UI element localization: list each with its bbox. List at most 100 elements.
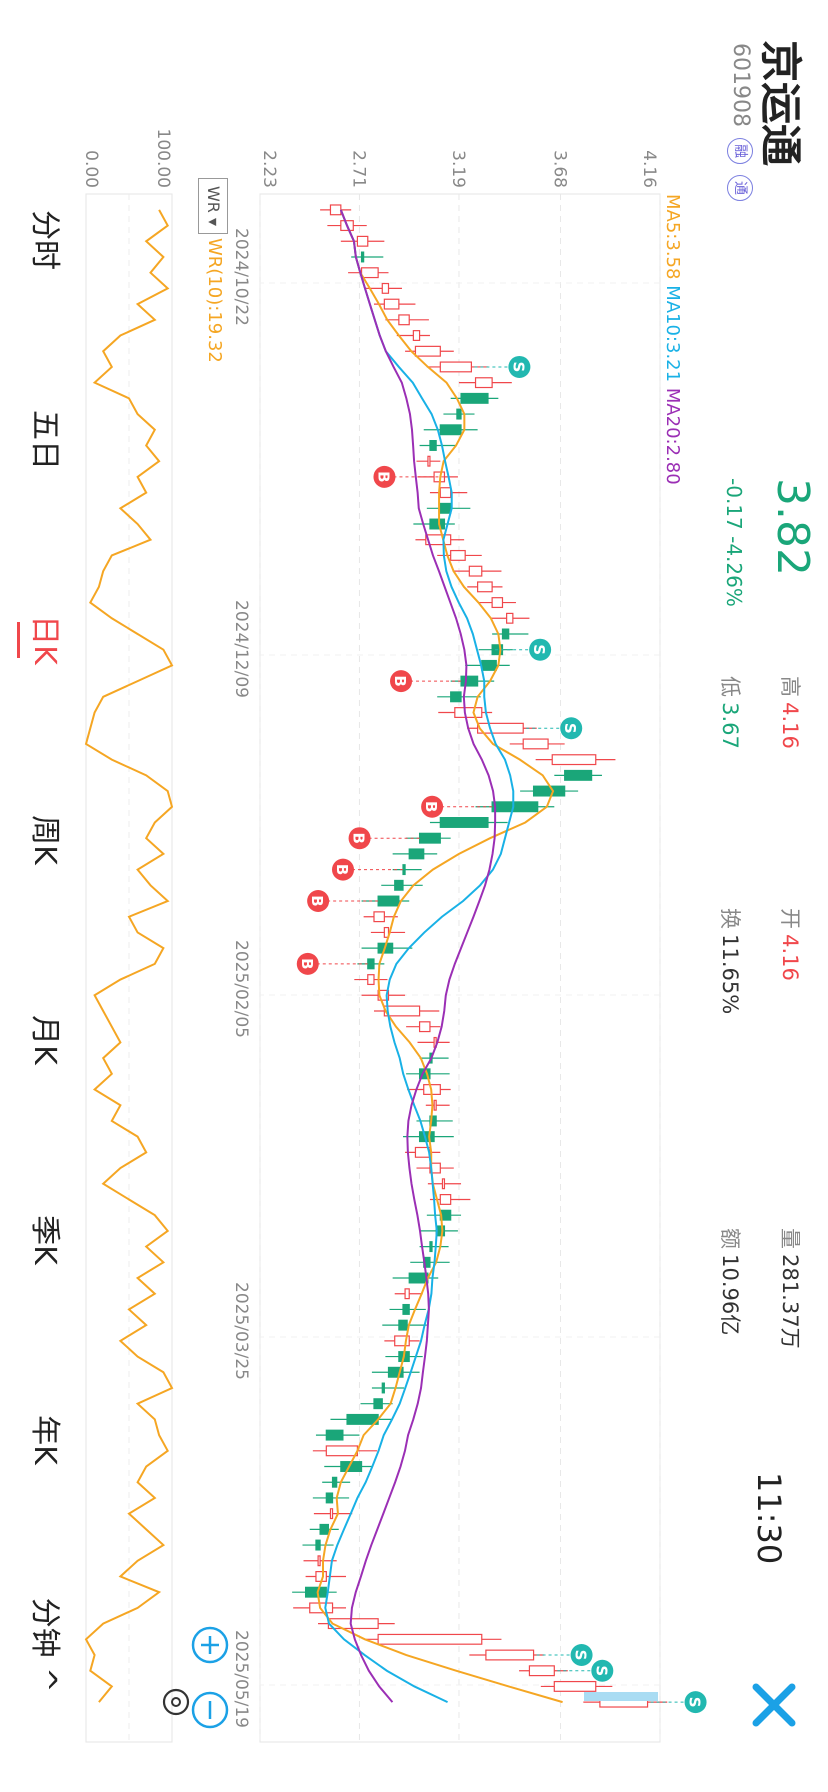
sell-marker — [508, 355, 531, 378]
sell-marker — [560, 717, 583, 740]
tab-intraday[interactable]: 分时 — [27, 210, 62, 270]
close-icon — [752, 1683, 796, 1727]
wr-axis-bottom: 0.00 — [81, 150, 101, 188]
candle-up — [329, 1508, 334, 1520]
y-tick-label: 2.71 — [348, 150, 368, 188]
period-tabs: 分时 五日 日K 周K 月K 季K 年K 分钟 ^ — [0, 180, 70, 1760]
candle-down — [402, 1303, 410, 1315]
open-stat: 开 4.16 — [776, 908, 806, 981]
candle-down — [325, 1429, 344, 1441]
tab-monthly-k[interactable]: 月K — [27, 1015, 62, 1065]
candle-down — [532, 785, 566, 797]
candle-up — [418, 1021, 431, 1033]
buy-marker-label: B — [422, 801, 440, 812]
candle-down — [319, 1523, 329, 1535]
candle-up — [528, 1665, 555, 1677]
buy-marker-label: B — [374, 471, 392, 482]
ma-legend: MA5:3.58 MA10:3.21 MA20:2.80 — [662, 194, 683, 485]
sell-marker-label: S — [592, 1665, 610, 1676]
buy-marker — [373, 465, 396, 488]
candle-up — [551, 754, 597, 766]
candle-up — [373, 911, 385, 923]
candle-up — [377, 1633, 483, 1645]
x-tick-label: 2025/02/05 — [231, 940, 251, 1038]
buy-marker — [390, 670, 413, 693]
margin-badge: 融 — [727, 137, 753, 164]
tab-daily-k[interactable]: 日K — [27, 615, 62, 665]
buy-marker — [348, 827, 371, 850]
candle-up — [429, 1162, 441, 1174]
candle-up — [329, 204, 342, 216]
high-stat: 高 4.16 — [776, 676, 806, 749]
indicator-selector[interactable]: WR ▾ — [198, 178, 228, 234]
candle-up — [327, 1618, 379, 1630]
sell-marker — [570, 1644, 593, 1667]
connect-badge: 通 — [727, 174, 753, 201]
candle-up — [439, 1194, 452, 1205]
settings-button[interactable] — [162, 1688, 190, 1716]
close-button[interactable] — [734, 1665, 814, 1745]
stock-name: 京运通 — [756, 40, 805, 167]
tab-five-day[interactable]: 五日 — [27, 410, 62, 470]
y-tick-label: 3.68 — [550, 150, 570, 188]
candle-up — [433, 1099, 437, 1111]
ma20-line — [339, 209, 497, 1703]
buy-marker-label: B — [350, 832, 368, 843]
candle-down — [429, 440, 437, 451]
volume-label: 量 — [778, 1228, 802, 1249]
x-tick-label: 2025/03/25 — [231, 1282, 251, 1380]
stock-code-row: 601908 融 通 — [727, 43, 753, 201]
gear-icon — [162, 1688, 190, 1716]
ma5-line — [316, 209, 563, 1704]
candle-up — [404, 1288, 410, 1300]
zoom-out-button[interactable] — [191, 1691, 229, 1729]
high-value: 4.16 — [778, 702, 802, 749]
candle-down — [429, 518, 446, 530]
buy-marker — [332, 858, 355, 881]
zoom-in-button[interactable] — [191, 1626, 229, 1664]
candle-up — [414, 345, 441, 357]
candle-down — [491, 801, 539, 813]
candle-up — [468, 565, 483, 577]
candle-down — [418, 832, 441, 844]
volume-value: 281.37万 — [778, 1254, 802, 1349]
y-tick-label: 2.23 — [259, 150, 279, 188]
low-label: 低 — [718, 676, 742, 697]
buy-marker — [421, 795, 444, 818]
open-label: 开 — [778, 908, 802, 929]
tab-minute[interactable]: 分钟 ^ — [27, 1597, 62, 1693]
sell-marker-label: S — [572, 1650, 590, 1661]
x-tick-label: 2024/10/22 — [231, 228, 251, 326]
active-tab-underline — [17, 622, 20, 658]
candle-down — [367, 958, 375, 970]
candle-down — [501, 628, 510, 640]
tab-weekly-k[interactable]: 周K — [27, 815, 62, 865]
candle-up — [491, 597, 504, 609]
turnover-stat: 换 11.65% — [716, 908, 746, 1014]
clock-time: 11:30 — [750, 1472, 788, 1565]
tab-quarterly-k[interactable]: 季K — [27, 1215, 62, 1265]
candle-up — [553, 1680, 597, 1692]
high-label: 高 — [778, 676, 802, 697]
candle-down — [456, 408, 462, 420]
candle-up — [383, 1005, 421, 1017]
candle-up — [454, 707, 483, 718]
candle-down — [460, 392, 489, 404]
low-stat: 低 3.67 — [716, 676, 746, 749]
candle-up — [383, 298, 400, 310]
tab-yearly-k[interactable]: 年K — [27, 1415, 62, 1465]
current-range-highlight — [584, 1692, 658, 1701]
candle-down — [439, 502, 452, 514]
amount-label: 额 — [718, 1228, 742, 1249]
x-tick-label: 2025/05/19 — [231, 1630, 251, 1728]
candle-down — [398, 1319, 408, 1331]
candle-down — [304, 1586, 327, 1598]
sell-marker — [591, 1659, 614, 1682]
buy-marker-label: B — [391, 675, 409, 686]
y-tick-label: 3.19 — [448, 150, 468, 188]
candle-up — [367, 974, 375, 986]
candle-down — [373, 1398, 383, 1410]
ma10-label: MA10:3.21 — [662, 285, 683, 383]
candle-up — [441, 1178, 446, 1190]
